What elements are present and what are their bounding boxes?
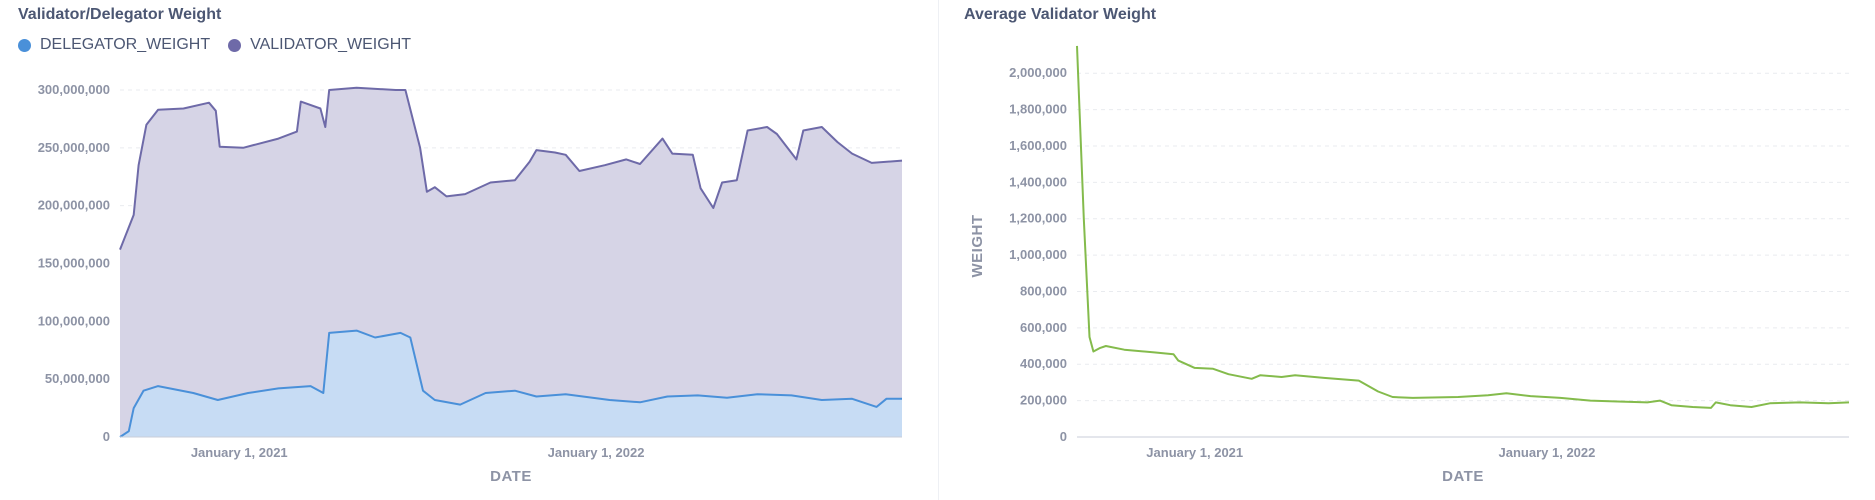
y-tick-label: 600,000 [1020, 320, 1067, 335]
y-tick-label: 0 [103, 429, 110, 444]
line-chart: 0 200,000 400,000 600,000 800,000 1,000,000 1,… [969, 45, 1850, 485]
series-area-validator-weight [120, 87, 902, 437]
chart-title: Validator/Delegator Weight [18, 6, 222, 23]
legend-item-delegator[interactable]: DELEGATOR_WEIGHT [18, 36, 210, 54]
area-chart: 0 50,000,000 100,000,000 150,000,000 200,000… [38, 82, 903, 485]
y-tick-label: 1,200,000 [1009, 211, 1067, 226]
chart-title: Average Validator Weight [964, 6, 1157, 23]
x-tick-label: January 1, 2021 [191, 445, 288, 460]
x-axis-label: DATE [1442, 468, 1484, 485]
y-tick-label: 150,000,000 [38, 256, 110, 271]
y-axis-label: WEIGHT [969, 215, 986, 278]
y-tick-label: 1,600,000 [1009, 138, 1067, 153]
y-tick-label: 0 [1060, 429, 1067, 444]
y-tick-label: 800,000 [1020, 283, 1067, 298]
legend-dot-icon [228, 38, 242, 52]
legend-dot-icon [18, 38, 31, 52]
y-tick-label: 400,000 [1020, 356, 1067, 371]
y-tick-label: 1,800,000 [1009, 102, 1067, 117]
average-weight-panel: Average Validator Weight 0 200,000 400,000… [946, 0, 1875, 500]
legend-label: DELEGATOR_WEIGHT [40, 36, 211, 53]
legend: DELEGATOR_WEIGHT VALIDATOR_WEIGHT [18, 36, 429, 54]
series-line-validator-weight[interactable] [119, 86, 903, 250]
legend-label: VALIDATOR_WEIGHT [250, 36, 412, 53]
y-tick-label: 50,000,000 [45, 371, 110, 386]
series-line-delegator-weight[interactable] [119, 329, 902, 438]
x-tick-label: January 1, 2021 [1146, 445, 1243, 460]
y-tick-label: 300,000,000 [38, 82, 110, 97]
x-axis-label: DATE [490, 468, 532, 485]
series-line-series[interactable] [1076, 45, 1850, 409]
x-tick-label: January 1, 2022 [548, 445, 645, 460]
y-tick-label: 100,000,000 [38, 313, 110, 328]
y-tick-label: 200,000,000 [38, 198, 110, 213]
validator-delegator-panel: Validator/Delegator Weight DELEGATOR_WEI… [18, 0, 939, 500]
y-tick-label: 1,400,000 [1009, 174, 1067, 189]
legend-item-validator[interactable]: VALIDATOR_WEIGHT [228, 36, 411, 54]
y-tick-label: 200,000 [1020, 393, 1067, 408]
y-tick-label: 250,000,000 [38, 140, 110, 155]
y-tick-label: 2,000,000 [1009, 65, 1067, 80]
y-tick-label: 1,000,000 [1009, 247, 1067, 262]
series-area-delegator-weight [120, 330, 902, 437]
x-tick-label: January 1, 2022 [1499, 445, 1596, 460]
